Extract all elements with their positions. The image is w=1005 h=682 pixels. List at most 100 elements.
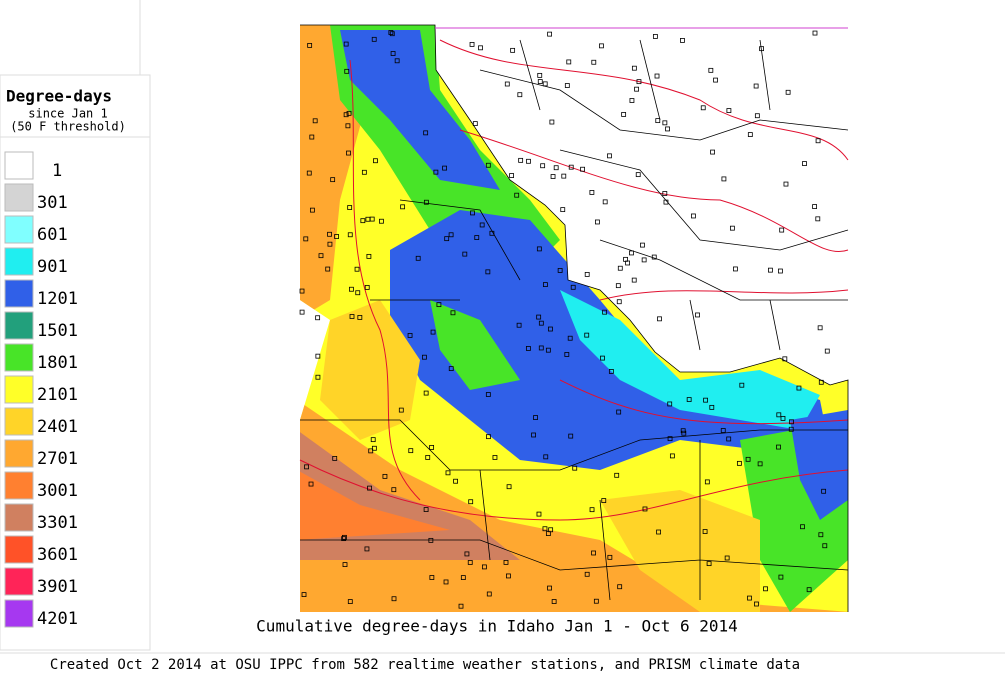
station-marker: [450, 310, 456, 316]
roads: [299, 39, 849, 521]
station-marker: [315, 315, 321, 321]
station-marker: [779, 227, 785, 233]
station-marker: [526, 158, 531, 164]
station-marker: [423, 199, 429, 205]
station-marker: [503, 559, 509, 565]
legend-swatch: [4, 535, 34, 564]
station-marker: [551, 599, 557, 604]
station-marker: [361, 169, 367, 175]
station-marker: [315, 374, 321, 380]
station-marker: [315, 353, 321, 359]
station-marker: [429, 575, 435, 580]
station-marker: [776, 412, 782, 418]
station-marker: [536, 246, 542, 252]
station-marker: [572, 465, 578, 471]
station-marker: [343, 112, 349, 118]
station-marker: [448, 366, 454, 372]
station-marker: [802, 161, 807, 166]
station-marker: [721, 176, 727, 182]
station-marker: [517, 92, 523, 98]
station-marker: [680, 38, 685, 43]
station-marker: [470, 210, 475, 216]
station-marker: [346, 110, 352, 116]
boundaries: [300, 24, 849, 612]
station-marker: [782, 356, 788, 362]
station-marker: [593, 598, 599, 604]
station-marker: [608, 369, 614, 374]
station-marker: [415, 255, 421, 261]
legend-subtitle: (50 F threshold): [10, 120, 126, 134]
station-marker: [815, 138, 821, 144]
station-marker: [485, 392, 491, 397]
station-marker: [778, 268, 783, 274]
legend-label: 3301: [37, 513, 78, 533]
station-marker: [388, 30, 394, 35]
station-marker: [607, 554, 613, 560]
station-marker: [564, 83, 570, 88]
station-marker: [307, 43, 313, 48]
station-marker: [486, 591, 492, 597]
station-marker: [553, 165, 559, 171]
station-marker: [821, 488, 827, 494]
station-marker: [589, 507, 595, 513]
station-marker: [817, 325, 823, 331]
legend-label: 1: [52, 161, 62, 181]
station-marker: [729, 225, 735, 231]
station-marker: [726, 108, 732, 113]
station-marker: [354, 266, 360, 272]
legend-label: 3601: [37, 545, 78, 565]
station-marker: [642, 506, 648, 512]
legend-title: Degree-days: [6, 87, 112, 106]
station-marker: [518, 157, 524, 163]
station-marker: [568, 164, 574, 170]
station-marker: [549, 119, 555, 125]
station-marker: [349, 314, 355, 319]
station-marker: [704, 479, 710, 485]
station-marker: [547, 31, 553, 37]
legend-swatch: [4, 567, 34, 596]
station-marker: [759, 46, 764, 52]
station-marker: [430, 329, 436, 335]
station-marker: [349, 286, 354, 292]
station-marker: [726, 436, 732, 442]
legend-label: 4201: [37, 609, 78, 629]
station-marker: [550, 174, 556, 179]
station-marker: [629, 98, 635, 103]
station-marker: [667, 436, 673, 442]
station-marker: [560, 207, 566, 213]
station-marker: [299, 309, 305, 315]
station-marker: [542, 282, 548, 288]
station-marker: [800, 524, 805, 530]
station-marker: [342, 562, 348, 567]
station-marker: [486, 434, 491, 440]
station-marker: [357, 315, 363, 320]
legend-label: 901: [37, 257, 68, 277]
station-marker: [600, 355, 605, 361]
station-marker: [312, 118, 318, 124]
station-marker: [557, 268, 563, 273]
station-marker: [347, 232, 353, 238]
station-marker: [428, 537, 434, 543]
station-marker: [709, 404, 715, 410]
station-marker: [691, 213, 696, 219]
station-marker: [474, 235, 480, 240]
station-marker: [425, 455, 431, 460]
station-marker: [736, 460, 742, 466]
station-marker: [589, 190, 595, 195]
station-marker: [382, 473, 388, 479]
station-marker: [818, 379, 824, 385]
legend-subtitle: since Jan 1: [28, 107, 107, 121]
station-marker: [364, 285, 370, 290]
station-marker: [537, 79, 543, 84]
station-marker: [602, 309, 608, 315]
station-marker: [478, 45, 483, 51]
station-marker: [341, 536, 347, 542]
stations: [299, 30, 830, 609]
map-title: Cumulative degree-days in Idaho Jan 1 - …: [256, 617, 738, 636]
station-marker: [538, 345, 544, 351]
station-marker: [702, 529, 708, 534]
station-marker: [525, 346, 531, 351]
station-marker: [343, 41, 349, 47]
station-marker: [768, 267, 773, 273]
